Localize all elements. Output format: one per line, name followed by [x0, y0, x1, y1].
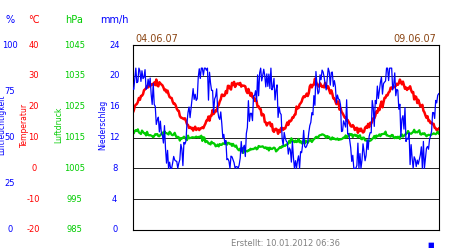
- Text: 0: 0: [7, 226, 13, 234]
- Text: 20: 20: [28, 102, 39, 111]
- Text: %: %: [5, 15, 14, 25]
- Text: Luftdruck: Luftdruck: [54, 107, 63, 143]
- Text: 50: 50: [4, 133, 15, 142]
- Text: Temperatur: Temperatur: [20, 103, 29, 147]
- Text: °C: °C: [28, 15, 40, 25]
- Text: 1025: 1025: [64, 102, 85, 111]
- Text: 100: 100: [2, 40, 18, 50]
- Text: 1015: 1015: [64, 133, 85, 142]
- Text: 75: 75: [4, 87, 15, 96]
- Text: 8: 8: [112, 164, 117, 173]
- Text: ■: ■: [428, 242, 434, 248]
- Text: 25: 25: [4, 179, 15, 188]
- Text: -10: -10: [27, 195, 40, 204]
- Text: 09.06.07: 09.06.07: [394, 34, 436, 44]
- Text: Luftfeuchtigkeit: Luftfeuchtigkeit: [0, 95, 7, 155]
- Text: 1005: 1005: [64, 164, 85, 173]
- Text: 985: 985: [66, 226, 82, 234]
- Text: 12: 12: [109, 133, 120, 142]
- Text: mm/h: mm/h: [100, 15, 129, 25]
- Text: Erstellt: 10.01.2012 06:36: Erstellt: 10.01.2012 06:36: [231, 238, 340, 248]
- Text: 1045: 1045: [64, 40, 85, 50]
- Text: Niederschlag: Niederschlag: [98, 100, 107, 150]
- Text: 30: 30: [28, 71, 39, 80]
- Text: 16: 16: [109, 102, 120, 111]
- Text: 1035: 1035: [64, 71, 85, 80]
- Text: 10: 10: [28, 133, 39, 142]
- Text: 995: 995: [67, 195, 82, 204]
- Text: 04.06.07: 04.06.07: [135, 34, 178, 44]
- Text: 24: 24: [109, 40, 120, 50]
- Text: 20: 20: [109, 71, 120, 80]
- Text: 0: 0: [112, 226, 117, 234]
- Text: 0: 0: [31, 164, 36, 173]
- Text: -20: -20: [27, 226, 40, 234]
- Text: 4: 4: [112, 195, 117, 204]
- Text: 40: 40: [28, 40, 39, 50]
- Text: hPa: hPa: [65, 15, 83, 25]
